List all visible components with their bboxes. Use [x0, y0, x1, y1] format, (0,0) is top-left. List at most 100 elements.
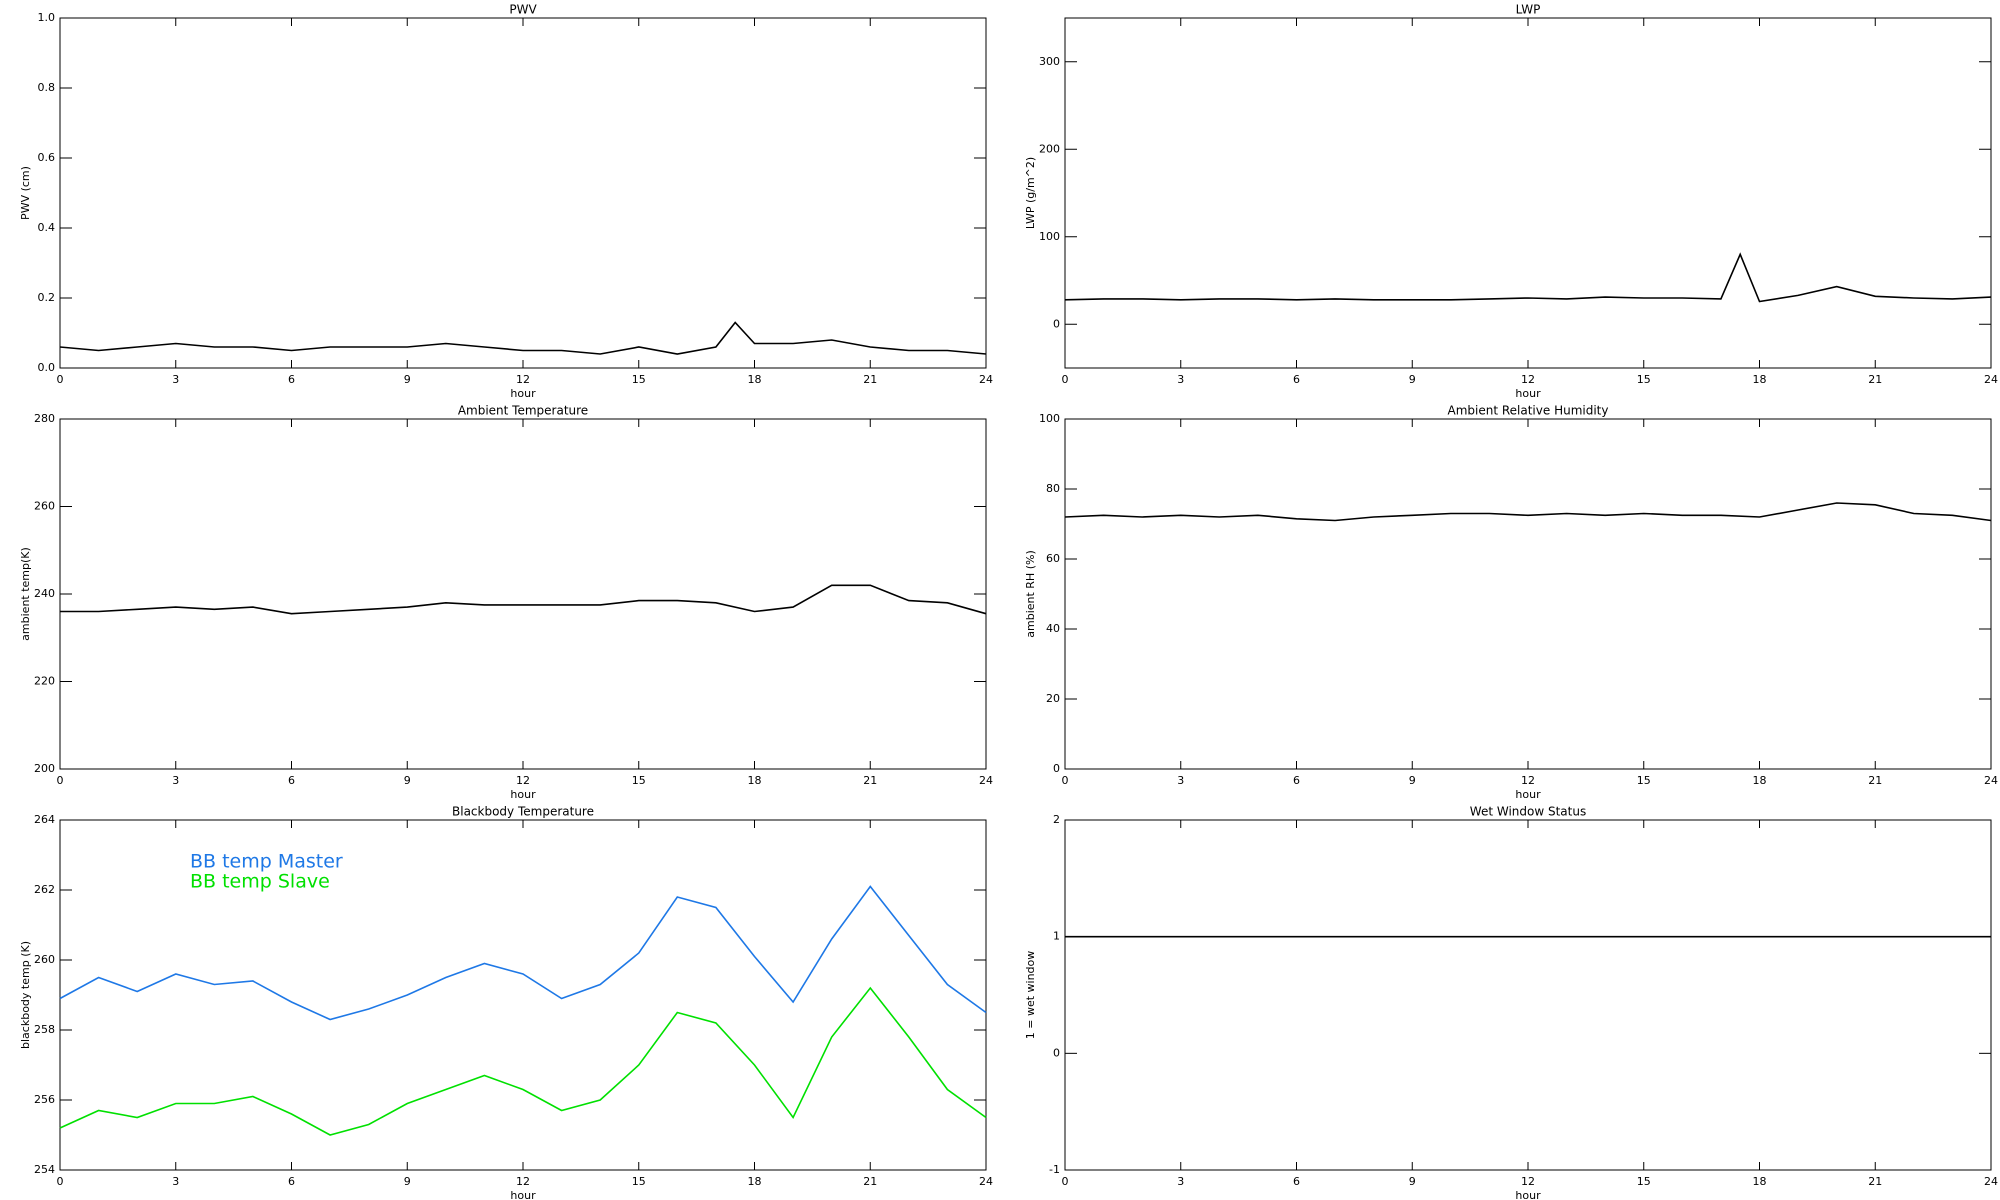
x-tick-label: 12 [1521, 373, 1535, 386]
legend-entry: BB temp Slave [190, 871, 330, 893]
x-tick-label: 15 [632, 774, 646, 787]
y-tick-label: 200 [34, 762, 55, 775]
x-tick-label: 0 [57, 774, 64, 787]
x-axis-label: hour [1515, 788, 1541, 801]
chart-title: PWV [509, 3, 537, 17]
x-tick-label: 21 [863, 774, 877, 787]
x-tick-label: 6 [1293, 373, 1300, 386]
x-tick-label: 9 [1409, 774, 1416, 787]
y-axis-label: blackbody temp (K) [19, 941, 32, 1049]
y-tick-label: 0.4 [38, 221, 56, 234]
x-tick-label: 9 [404, 1175, 411, 1188]
y-tick-label: 1.0 [38, 11, 56, 24]
y-tick-label: 300 [1039, 55, 1060, 68]
y-tick-label: 0.6 [38, 151, 56, 164]
x-tick-label: 15 [632, 1175, 646, 1188]
chart-title: Wet Window Status [1470, 805, 1586, 819]
x-tick-label: 21 [863, 373, 877, 386]
data-line [59, 321, 987, 355]
x-tick-label: 3 [172, 373, 179, 386]
y-tick-label: 260 [34, 500, 55, 513]
y-tick-label: 240 [34, 587, 55, 600]
x-tick-label: 12 [516, 1175, 530, 1188]
x-tick-label: 0 [1062, 1175, 1069, 1188]
data-line [1064, 252, 1992, 303]
x-axis-label: hour [1515, 1189, 1541, 1200]
plot-frame [1064, 17, 1992, 369]
x-tick-label: 3 [1177, 1175, 1184, 1188]
y-tick-label: 254 [34, 1163, 55, 1176]
x-tick-label: 3 [172, 774, 179, 787]
x-tick-label: 6 [288, 373, 295, 386]
plot-frame [59, 17, 987, 369]
x-axis-label: hour [1515, 387, 1541, 400]
data-line [1064, 502, 1992, 522]
x-tick-label: 9 [404, 373, 411, 386]
y-tick-label: 2 [1053, 813, 1060, 826]
x-tick-label: 0 [57, 1175, 64, 1188]
x-tick-label: 3 [1177, 373, 1184, 386]
x-axis-label: hour [510, 387, 536, 400]
plot-frame [59, 418, 987, 770]
data-line [59, 986, 987, 1136]
x-tick-label: 3 [172, 1175, 179, 1188]
x-tick-label: 0 [57, 373, 64, 386]
x-tick-label: 9 [1409, 1175, 1416, 1188]
y-axis-label: ambient RH (%) [1024, 550, 1037, 638]
y-tick-label: 60 [1046, 552, 1060, 565]
y-tick-label: 262 [34, 883, 55, 896]
x-tick-label: 15 [632, 373, 646, 386]
x-tick-label: 15 [1637, 373, 1651, 386]
x-tick-label: 3 [1177, 774, 1184, 787]
x-axis-label: hour [510, 1189, 536, 1200]
y-tick-label: 260 [34, 953, 55, 966]
y-tick-label: 1 [1053, 930, 1060, 943]
y-axis-label: LWP (g/m^2) [1024, 157, 1037, 229]
y-tick-label: 0 [1053, 1046, 1060, 1059]
x-tick-label: 12 [516, 774, 530, 787]
legend-entry: BB temp Master [190, 851, 343, 873]
x-tick-label: 6 [288, 774, 295, 787]
chart-title: Ambient Relative Humidity [1448, 404, 1609, 418]
y-tick-label: 40 [1046, 622, 1060, 635]
x-tick-label: 18 [748, 373, 762, 386]
x-tick-label: 24 [1984, 373, 1998, 386]
x-tick-label: 6 [1293, 774, 1300, 787]
plot-frame [1064, 418, 1992, 770]
x-tick-label: 24 [979, 373, 993, 386]
y-tick-label: 0.0 [38, 361, 56, 374]
chart-title: Blackbody Temperature [452, 805, 594, 819]
chart-title: LWP [1516, 3, 1541, 17]
x-tick-label: 9 [404, 774, 411, 787]
x-tick-label: 12 [1521, 1175, 1535, 1188]
x-tick-label: 21 [863, 1175, 877, 1188]
y-tick-label: 0 [1053, 762, 1060, 775]
x-tick-label: 18 [1753, 1175, 1767, 1188]
plot-frame [1064, 819, 1992, 1171]
y-tick-label: 100 [1039, 230, 1060, 243]
x-tick-label: 6 [1293, 1175, 1300, 1188]
x-tick-label: 6 [288, 1175, 295, 1188]
x-tick-label: 0 [1062, 373, 1069, 386]
x-tick-label: 12 [1521, 774, 1535, 787]
data-line [60, 584, 987, 615]
y-tick-label: 256 [34, 1093, 55, 1106]
y-axis-label: ambient temp(K) [19, 547, 32, 641]
x-tick-label: 24 [1984, 1175, 1998, 1188]
y-tick-label: 80 [1046, 482, 1060, 495]
x-axis-label: hour [510, 788, 536, 801]
x-tick-label: 18 [1753, 774, 1767, 787]
x-tick-label: 18 [1753, 373, 1767, 386]
y-axis-label: 1 = wet window [1024, 951, 1037, 1040]
data-line [59, 885, 987, 1021]
x-tick-label: 12 [516, 373, 530, 386]
x-tick-label: 15 [1637, 1175, 1651, 1188]
x-tick-label: 24 [979, 1175, 993, 1188]
chart-title: Ambient Temperature [458, 404, 588, 418]
y-tick-label: 0.2 [38, 291, 56, 304]
y-tick-label: -1 [1049, 1163, 1060, 1176]
x-tick-label: 21 [1868, 774, 1882, 787]
x-tick-label: 21 [1868, 373, 1882, 386]
y-tick-label: 0.8 [38, 81, 56, 94]
